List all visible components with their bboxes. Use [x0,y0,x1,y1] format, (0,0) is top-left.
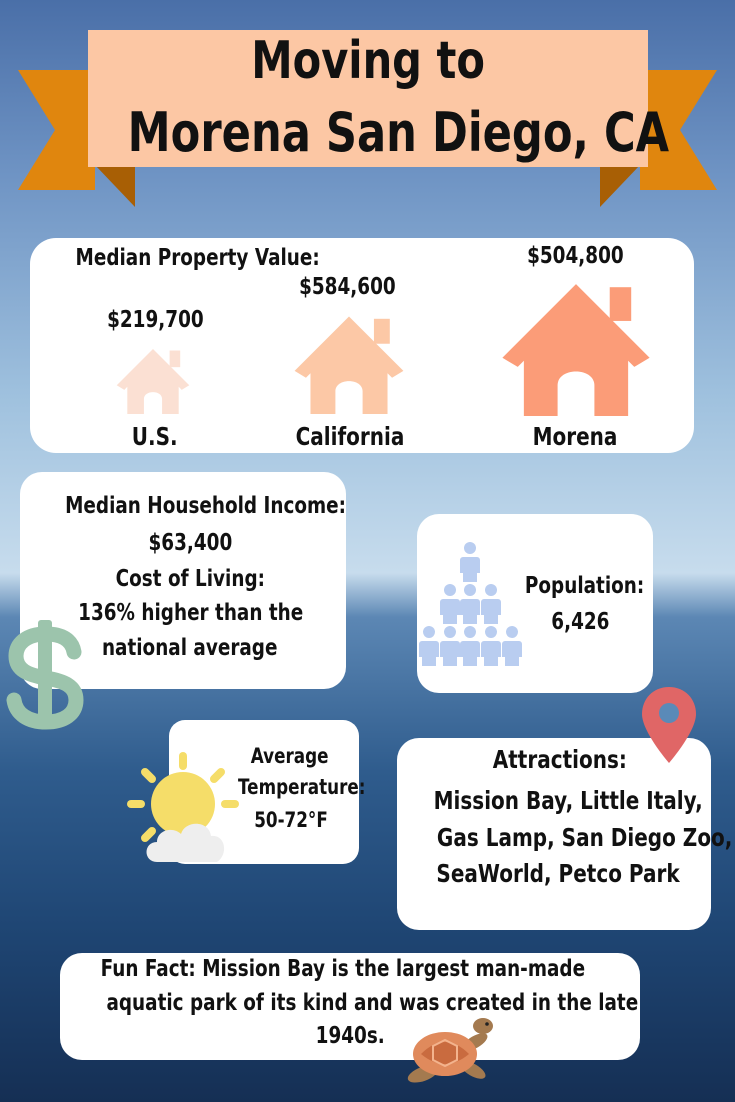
cost-of-living-line-2: national average [102,635,278,661]
fun-fact-line-2: aquatic park of its kind and was created… [106,990,639,1016]
property-value-morena: $504,800 [526,243,624,269]
title-line-1: Moving to [251,31,485,91]
attractions-line-1: Mission Bay, Little Italy, [433,786,703,815]
fun-fact-card [60,953,640,1060]
attractions-card [397,738,711,930]
people-pyramid-icon [419,542,522,666]
income-heading: Median Household Income: [65,493,346,519]
property-value-california: $584,600 [299,274,396,300]
temperature-line-2: Temperature: [237,775,366,799]
dollar-icon [6,620,84,730]
attractions-line-2: Gas Lamp, San Diego Zoo, [436,823,733,852]
fun-fact-line-3: 1940s. [315,1023,385,1049]
house-icon-us [116,349,190,414]
fun-fact-line-1: Fun Fact: Mission Bay is the largest man… [100,956,586,982]
attractions-heading: Attractions: [492,745,628,774]
house-icon-california [294,316,404,414]
house-icon-morena [502,284,650,416]
cost-of-living-heading: Cost of Living: [115,566,265,592]
property-label-us: U.S. [132,422,178,451]
temperature-value: 50-72°F [254,808,328,832]
income-value: $63,400 [148,530,232,556]
property-heading: Median Property Value: [75,245,320,271]
map-pin-icon [642,687,696,763]
sea-turtle-icon [407,1018,493,1083]
property-label-morena: Morena [532,422,618,451]
property-value-us: $219,700 [106,307,204,333]
title-line-2: Morena San Diego, CA [127,101,670,164]
property-label-california: California [295,422,405,451]
cost-of-living-line-1: 136% higher than the [78,600,304,626]
population-value: 6,426 [550,609,610,635]
banner-ribbon-left [18,30,717,207]
sun-cloud-icon [127,752,239,862]
population-label: Population: [524,573,645,599]
temperature-line-1: Average [251,744,329,768]
attractions-line-3: SeaWorld, Petco Park [436,859,680,888]
